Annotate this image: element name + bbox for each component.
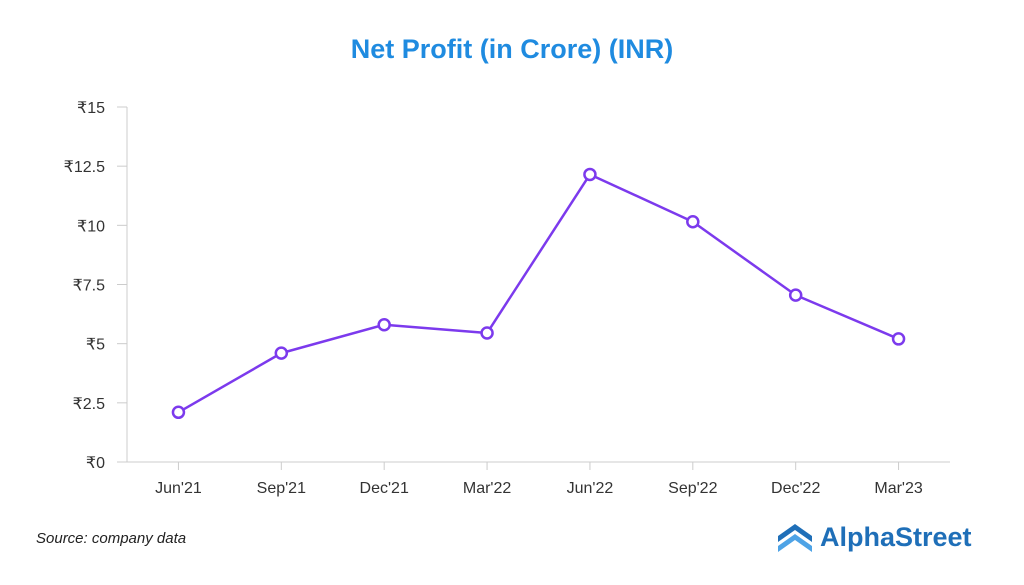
x-tick-label: Sep'22 xyxy=(668,480,717,497)
y-tick-label: ₹5 xyxy=(86,337,105,354)
x-tick-label: Mar'22 xyxy=(463,480,512,497)
data-point xyxy=(274,346,289,360)
y-tick-label: ₹0 xyxy=(86,455,105,472)
data-point xyxy=(686,215,700,229)
data-point xyxy=(480,326,494,340)
x-tick-label: Jun'22 xyxy=(567,480,614,497)
y-tick-label: ₹2.5 xyxy=(73,396,106,413)
y-tick-label: ₹7.5 xyxy=(73,278,106,295)
data-point xyxy=(891,332,906,346)
y-tick-label: ₹15 xyxy=(77,100,105,117)
x-tick-label: Sep'21 xyxy=(257,480,306,497)
alphastreet-logo-icon xyxy=(778,523,812,552)
x-tick-label: Mar'23 xyxy=(874,480,923,497)
chart-title: Net Profit (in Crore) (INR) xyxy=(350,34,674,64)
y-tick-label: ₹10 xyxy=(77,218,105,235)
data-point xyxy=(583,167,597,182)
brand-name: AlphaStreet xyxy=(820,522,972,552)
y-tick-label: ₹12.5 xyxy=(64,159,105,176)
brand: AlphaStreet xyxy=(778,522,972,553)
data-point xyxy=(171,405,186,420)
source-note: Source: company data xyxy=(36,530,187,547)
x-tick-label: Jun'21 xyxy=(155,480,202,497)
x-tick-label: Dec'22 xyxy=(771,480,820,497)
series-line xyxy=(177,173,900,414)
data-point xyxy=(788,288,803,302)
x-tick-label: Dec'21 xyxy=(360,480,409,497)
data-point xyxy=(377,317,391,332)
